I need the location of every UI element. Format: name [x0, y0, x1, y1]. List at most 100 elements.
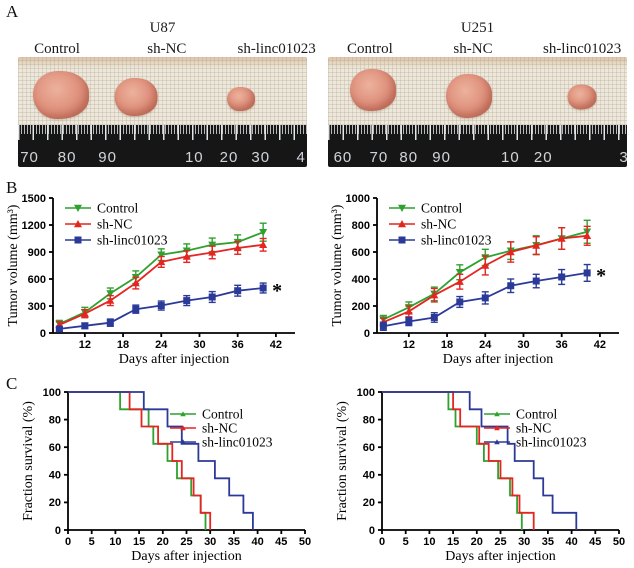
ruler: 70 80 90 10 20 30 4	[18, 125, 307, 167]
legend-label: Control	[97, 201, 139, 216]
y-tick-label: 0	[369, 525, 375, 537]
x-tick-label: 40	[565, 536, 577, 548]
axes	[373, 197, 619, 337]
legend-entry-sh-NC: sh-NC	[389, 217, 456, 232]
x-tick-label: 36	[556, 339, 568, 351]
chart-survival-u251: 0 20 40 60 80 100 0 5 10 15 20 25 30 35 40 45 50 Days aft…	[335, 387, 625, 564]
x-tick-label: 42	[594, 339, 606, 351]
x-axis-title: Days after injection	[445, 549, 555, 564]
legend-entry-Control: Control	[389, 201, 463, 216]
survival-curve-sh-NC	[382, 391, 535, 530]
ruler-number: 20	[219, 149, 239, 166]
y-tick-label: 0	[40, 328, 46, 340]
legend-entry-Control: Control	[170, 407, 244, 422]
x-tick-label: 20	[471, 536, 483, 548]
group-label-sh-linc01023: sh-linc01023	[237, 41, 316, 57]
tumor-sh-nc	[114, 77, 158, 116]
gauze-background	[18, 57, 307, 126]
y-tick-label: 1000	[346, 193, 370, 205]
ruler: 60 70 80 90 10 20 3	[328, 125, 627, 167]
panel-a-u87-block: U87 Control sh-NC sh-linc01023 70 80 90 10 2…	[18, 18, 316, 168]
legend-label: sh-NC	[421, 217, 456, 232]
survival-curve-sh-linc01023	[68, 391, 254, 530]
y-tick-label: 80	[363, 414, 375, 426]
x-tick-label: 10	[109, 536, 121, 548]
tumor-photo-u251: 60 70 80 90 10 20 3	[328, 57, 627, 167]
axes	[64, 391, 306, 534]
y-tick-label: 0	[364, 328, 370, 340]
x-tick-label: 42	[270, 339, 282, 351]
survival-curve-Control	[68, 391, 207, 530]
group-label-sh-nc: sh-NC	[147, 41, 187, 57]
x-tick-label: 50	[613, 536, 625, 548]
ruler-number: 80	[399, 149, 419, 166]
legend-entry-Control: Control	[65, 201, 139, 216]
ruler-number: 4	[296, 149, 306, 166]
ruler-number: 10	[501, 149, 520, 166]
legend-entry-sh-NC: sh-NC	[484, 421, 551, 436]
legend-entry-sh-linc01023: sh-linc01023	[65, 233, 168, 248]
legend-entry-Control: Control	[484, 407, 558, 422]
y-tick-label: 200	[352, 301, 370, 313]
x-tick-label: 12	[403, 339, 415, 351]
tumor-sh-linc01023	[226, 87, 255, 112]
y-tick-label: 0	[55, 525, 61, 537]
panel-b-label: B	[6, 178, 18, 197]
group-label-control: Control	[34, 41, 80, 57]
y-tick-label: 400	[352, 274, 370, 286]
ruler-number: 70	[20, 149, 39, 166]
legend-label: sh-linc01023	[97, 233, 168, 248]
ruler-number: 80	[57, 149, 77, 166]
tumor-control	[33, 70, 90, 119]
y-tick-label: 20	[49, 497, 61, 509]
legend-label: Control	[516, 407, 558, 422]
x-tick-label: 20	[157, 536, 169, 548]
panel-a-label: A	[6, 2, 19, 21]
x-tick-label: 15	[447, 536, 459, 548]
ruler-number: 30	[251, 149, 271, 166]
significance-asterisk: *	[272, 280, 282, 302]
x-tick-label: 15	[133, 536, 145, 548]
ruler-numbers: 60 70 80 90 10 20 3	[328, 125, 627, 167]
y-axis-title: Fraction survival (%)	[335, 401, 350, 521]
x-tick-label: 30	[517, 339, 529, 351]
legend-label: sh-NC	[516, 421, 551, 436]
ruler-number: 90	[432, 149, 451, 166]
group-label-sh-nc: sh-NC	[453, 41, 493, 57]
y-tick-label: 20	[363, 497, 375, 509]
x-tick-label: 12	[79, 339, 91, 351]
legend-label: sh-linc01023	[516, 435, 587, 450]
y-tick-label: 100	[43, 387, 61, 399]
y-tick-label: 40	[363, 470, 375, 482]
ruler-major-ticks	[328, 125, 627, 141]
tumor-sh-nc	[445, 73, 492, 118]
cell-line-title-u251: U251	[460, 20, 495, 36]
ruler-major-ticks	[18, 125, 307, 141]
legend-label: sh-linc01023	[421, 233, 492, 248]
x-tick-label: 5	[89, 536, 95, 548]
x-tick-label: 0	[379, 536, 385, 548]
x-tick-label: 30	[518, 536, 530, 548]
ruler-number: 10	[184, 149, 204, 166]
y-tick-label: 300	[28, 301, 46, 313]
gauze-background	[328, 57, 627, 126]
legend-entry-sh-linc01023: sh-linc01023	[170, 435, 273, 450]
series-sh-linc01023	[379, 263, 591, 332]
x-tick-label: 5	[403, 536, 409, 548]
x-tick-label: 18	[117, 339, 129, 351]
axes	[49, 197, 295, 337]
x-tick-label: 24	[479, 339, 492, 351]
x-axis-title: Days after injection	[131, 549, 241, 564]
legend-entry-sh-NC: sh-NC	[65, 217, 132, 232]
cell-line-title-u87: U87	[149, 20, 176, 36]
x-tick-label: 45	[589, 536, 601, 548]
y-tick-label: 800	[352, 220, 370, 232]
y-tick-label: 60	[49, 442, 61, 454]
y-axis-title: Tumor volume (mm³)	[330, 204, 345, 326]
x-tick-label: 50	[299, 536, 311, 548]
